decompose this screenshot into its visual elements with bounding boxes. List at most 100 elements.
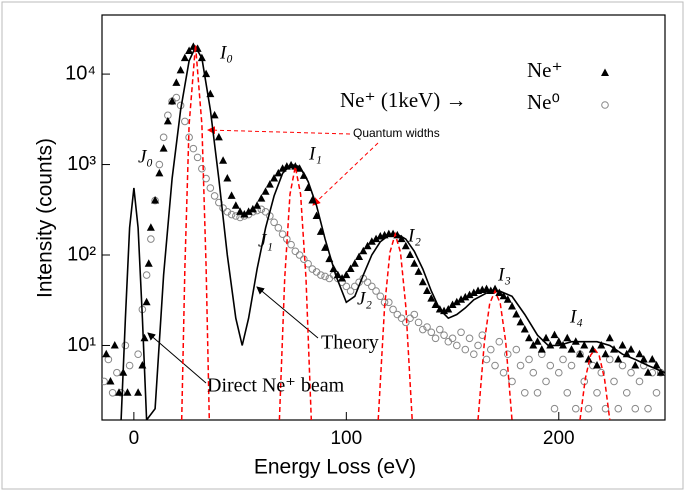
x-tick-label: 0: [129, 428, 140, 449]
triangle-point: [274, 168, 283, 177]
triangle-point: [350, 259, 359, 267]
circle-point: [193, 153, 202, 162]
triangle-point: [102, 349, 111, 358]
annotation: I₄: [569, 306, 583, 327]
triangle-point: [410, 259, 419, 267]
circle-point: [601, 101, 609, 109]
y-tick-label: 10⁴: [65, 62, 96, 84]
triangle-point: [495, 288, 504, 297]
circle-point: [414, 318, 423, 327]
circle-point: [410, 310, 419, 319]
triangle-point: [346, 264, 355, 273]
triangle-point: [372, 234, 381, 243]
circle-point: [559, 355, 567, 364]
circle-point: [550, 404, 559, 413]
triangle-point: [363, 241, 372, 250]
x-tick-label: 200: [543, 428, 575, 449]
circle-point: [622, 388, 631, 397]
circle-point: [469, 350, 478, 359]
quantum-width-curve: [377, 231, 413, 420]
annotation: I₀: [219, 42, 233, 63]
y-axis-title: Intensity (counts): [34, 138, 57, 298]
circle-point: [108, 388, 117, 397]
circle-point: [520, 388, 529, 397]
circle-point: [393, 310, 402, 319]
triangle-point: [644, 368, 653, 376]
triangle-point: [176, 65, 185, 74]
triangle-point: [605, 333, 614, 342]
circle-point: [474, 341, 482, 350]
triangle-point: [618, 340, 627, 349]
triangle-point: [142, 297, 151, 306]
circle-point: [478, 331, 487, 339]
circle-point: [593, 388, 601, 397]
triangle-point: [144, 259, 153, 267]
circle-point: [427, 328, 436, 337]
triangle-point: [231, 201, 240, 209]
circle-point: [457, 328, 465, 337]
annotation: J₀: [138, 146, 153, 167]
circle-point: [499, 368, 508, 377]
triangle-point: [240, 210, 249, 218]
circle-point: [159, 133, 168, 142]
triangle-point: [639, 354, 648, 363]
triangle-point: [414, 267, 423, 275]
circle-point: [436, 325, 444, 334]
triangle-point: [580, 340, 589, 349]
circle-point: [465, 334, 474, 343]
triangle-point: [418, 277, 427, 286]
triangle-point: [427, 294, 436, 302]
triangle-point: [257, 194, 266, 202]
circle-point: [202, 174, 210, 183]
circle-point: [232, 212, 240, 220]
triangle-point: [210, 110, 219, 119]
y-tick-label: 10²: [67, 243, 96, 265]
circle-point: [181, 117, 189, 126]
circle-point: [448, 334, 457, 343]
triangle-point: [406, 250, 415, 259]
circle-point: [376, 292, 385, 301]
circle-point: [491, 361, 499, 370]
quantum-width-curve: [477, 289, 513, 420]
circle-point: [533, 388, 542, 397]
triangle-point: [185, 46, 194, 54]
triangle-point: [110, 340, 119, 349]
circle-point: [495, 337, 504, 346]
triangle-point: [593, 361, 602, 369]
triangle-point: [163, 116, 172, 125]
triangle-point: [444, 304, 453, 313]
triangle-point: [537, 345, 546, 353]
triangle-point: [499, 291, 508, 300]
triangle-point: [261, 187, 270, 195]
triangle-point: [597, 340, 606, 349]
triangle-point: [338, 273, 347, 282]
triangle-point: [576, 349, 585, 358]
circle-point: [542, 377, 550, 386]
triangle-point: [423, 286, 432, 295]
circle-point: [554, 368, 563, 377]
triangle-point: [457, 295, 466, 303]
circle-point: [567, 361, 576, 370]
annotation: I₂: [407, 225, 421, 246]
circle-point: [571, 404, 580, 413]
triangle-point: [253, 201, 262, 209]
circle-point: [261, 208, 270, 216]
circle-point: [546, 361, 555, 370]
triangle-point: [491, 284, 500, 293]
circle-point: [102, 377, 108, 386]
circle-point: [295, 251, 304, 259]
triangle-point: [278, 164, 287, 172]
triangle-point: [584, 354, 593, 363]
circle-point: [342, 282, 351, 291]
triangle-point: [601, 68, 609, 76]
quantum-width-curve: [579, 348, 611, 420]
circle-point: [121, 341, 130, 350]
circle-point: [389, 305, 397, 314]
legend-label: Ne⁺: [527, 58, 563, 82]
circle-point: [419, 325, 427, 334]
theory-line: [120, 45, 665, 420]
triangle-point: [236, 207, 245, 215]
triangle-point: [214, 132, 223, 141]
triangle-point: [114, 388, 123, 396]
circle-point: [257, 205, 266, 214]
